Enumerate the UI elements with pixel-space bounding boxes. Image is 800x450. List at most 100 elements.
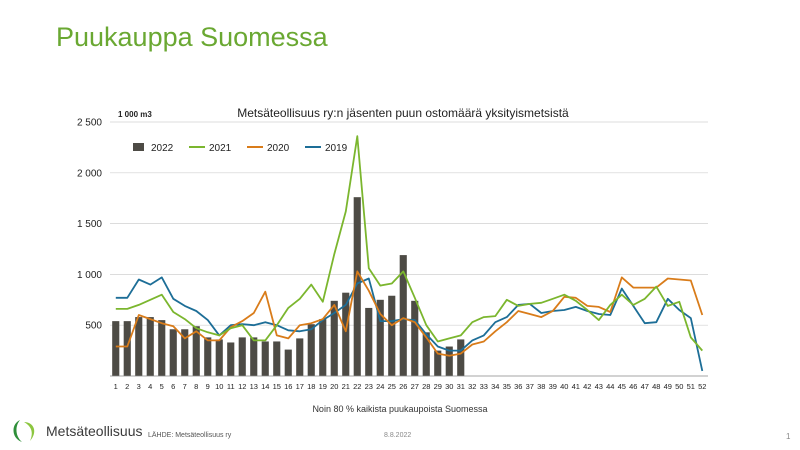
x-tick-label: 34 (491, 382, 499, 391)
bar-2022 (123, 321, 131, 376)
chart-footnote: Noin 80 % kaikista puukaupoista Suomessa (312, 404, 488, 414)
x-tick-label: 14 (261, 382, 269, 391)
y-tick-label: 500 (85, 321, 102, 332)
y-tick-label: 2 000 (77, 168, 102, 179)
x-tick-label: 21 (342, 382, 350, 391)
legend-swatch-2022 (133, 143, 144, 151)
x-tick-label: 40 (560, 382, 568, 391)
legend-label-2020: 2020 (267, 143, 290, 154)
x-tick-label: 29 (434, 382, 442, 391)
x-tick-label: 43 (595, 382, 603, 391)
x-tick-label: 11 (227, 382, 235, 391)
bar-2022 (388, 295, 396, 376)
x-tick-label: 15 (273, 382, 281, 391)
x-tick-label: 51 (687, 382, 695, 391)
bar-2022 (422, 332, 430, 376)
bar-2022 (296, 338, 304, 376)
x-tick-label: 1 (114, 382, 118, 391)
x-tick-label: 49 (664, 382, 672, 391)
chart-title: Metsäteollisuus ry:n jäsenten puun ostom… (237, 106, 569, 120)
bar-2022 (169, 329, 177, 376)
x-tick-label: 46 (629, 382, 637, 391)
x-tick-label: 13 (250, 382, 258, 391)
line-series (115, 135, 704, 372)
x-tick-label: 35 (503, 382, 511, 391)
bar-2022 (158, 320, 166, 376)
x-tick-label: 2 (125, 382, 129, 391)
bar-2022 (250, 337, 258, 376)
line-2021 (115, 135, 703, 352)
x-tick-label: 44 (606, 382, 614, 391)
bar-2022 (273, 341, 281, 376)
bar-2022 (204, 337, 212, 376)
x-tick-label: 24 (376, 382, 384, 391)
x-tick-label: 12 (238, 382, 246, 391)
x-tick-label: 33 (480, 382, 488, 391)
bar-2022 (261, 341, 269, 376)
x-axis-ticks: 1 2 3 4 5 6 7 8 9 10 11 12 13 14 15 16 17 18 19 20 21 22 23 24 2… (114, 382, 707, 391)
bar-2022 (445, 346, 453, 376)
bar-2022 (330, 300, 338, 376)
bar-2022 (376, 299, 384, 376)
bar-2022 (399, 255, 407, 376)
bar-2022 (365, 307, 373, 376)
x-tick-label: 52 (698, 382, 706, 391)
line-2019 (115, 276, 704, 372)
x-tick-label: 50 (675, 382, 683, 391)
x-tick-label: 39 (549, 382, 557, 391)
date-label: 8.8.2022 (384, 432, 412, 439)
chart-legend: 2022 2021 2020 2019 (133, 143, 348, 154)
bar-2022 (319, 319, 327, 376)
legend-label-2022: 2022 (151, 143, 174, 154)
x-tick-label: 4 (148, 382, 152, 391)
x-tick-label: 27 (411, 382, 419, 391)
logo-text: Metsäteollisuus (46, 423, 143, 439)
x-tick-label: 5 (160, 382, 164, 391)
x-tick-label: 20 (330, 382, 338, 391)
bar-2022 (227, 342, 235, 376)
page-number: 1 (786, 432, 791, 441)
x-tick-label: 10 (215, 382, 223, 391)
x-tick-label: 18 (307, 382, 315, 391)
bar-2022 (307, 324, 315, 376)
y-axis-ticks: 500 1 000 1 500 2 000 2 500 (77, 118, 102, 332)
source-label: LÄHDE: Metsäteollisuus ry (148, 432, 232, 439)
y-tick-label: 1 000 (77, 270, 102, 281)
x-tick-label: 37 (526, 382, 534, 391)
x-tick-label: 17 (296, 382, 304, 391)
x-tick-label: 38 (537, 382, 545, 391)
bar-2022 (135, 317, 143, 376)
leaf-logo-icon (13, 420, 35, 442)
bar-2022 (353, 197, 361, 376)
x-tick-label: 7 (183, 382, 187, 391)
line-2020 (115, 270, 704, 357)
x-tick-label: 25 (388, 382, 396, 391)
x-tick-label: 16 (284, 382, 292, 391)
bar-2022 (215, 339, 223, 376)
bar-2022 (181, 329, 189, 376)
company-logo: Metsäteollisuus (12, 418, 143, 444)
x-tick-label: 9 (206, 382, 210, 391)
x-tick-label: 26 (399, 382, 407, 391)
x-tick-label: 41 (572, 382, 580, 391)
bar-2022 (192, 326, 200, 376)
chart-grid (110, 121, 708, 326)
x-tick-label: 48 (652, 382, 660, 391)
y-tick-label: 1 500 (77, 219, 102, 230)
bar-2022 (342, 292, 350, 376)
legend-label-2019: 2019 (325, 143, 348, 154)
x-tick-label: 47 (641, 382, 649, 391)
legend-label-2021: 2021 (209, 143, 232, 154)
bar-2022 (411, 300, 419, 376)
x-tick-label: 22 (353, 382, 361, 391)
x-tick-label: 32 (468, 382, 476, 391)
x-tick-label: 36 (514, 382, 522, 391)
x-tick-label: 45 (618, 382, 626, 391)
x-tick-label: 28 (422, 382, 430, 391)
x-tick-label: 19 (319, 382, 327, 391)
x-tick-label: 23 (365, 382, 373, 391)
slide-title: Puukauppa Suomessa (56, 22, 328, 52)
x-tick-label: 30 (445, 382, 453, 391)
bar-2022 (434, 350, 442, 376)
